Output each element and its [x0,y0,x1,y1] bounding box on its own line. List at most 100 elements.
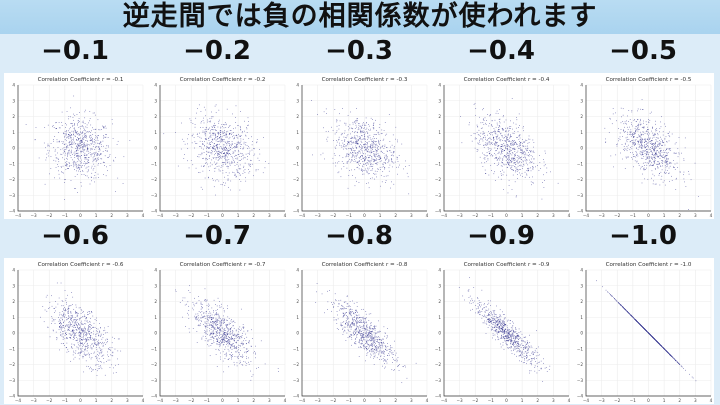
y-tick-label: 3 [580,98,583,103]
correlation-label: −0.9 [467,221,535,251]
title-banner: 逆走間では負の相関係数が使われます [0,0,720,34]
chart-title: Correlation Coefficient r = -0.8 [322,262,408,268]
x-tick-label: 0 [647,213,650,218]
y-tick-label: 3 [12,283,15,288]
y-tick-label: 1 [438,130,441,135]
y-tick-label: 3 [580,283,583,288]
x-tick-label: 2 [110,398,113,403]
scatter-points [596,280,697,382]
x-tick-label: −2 [188,398,195,403]
y-tick-label: 0 [12,331,15,336]
chart-title: Correlation Coefficient r = -0.4 [464,77,550,83]
y-tick-label: −3 [9,193,16,198]
x-tick-label: −3 [31,213,38,218]
x-tick-label: 1 [521,398,524,403]
y-tick-label: −3 [151,378,158,383]
x-tick-label: 3 [126,213,129,218]
x-tick-label: 2 [252,398,255,403]
chart-title: Correlation Coefficient r = -0.3 [322,77,408,83]
x-tick-label: 2 [536,213,539,218]
scatter-plot-panel: Correlation Coefficient r = -1.0 −4 −3 −2 −1… [572,258,714,404]
y-tick-label: −1 [151,346,158,351]
x-tick-label: 4 [284,213,287,218]
y-tick-label: −3 [435,378,442,383]
y-tick-label: 4 [438,268,441,273]
y-tick-label: −4 [151,209,158,214]
x-tick-label: −1 [346,398,353,403]
x-tick-label: −1 [346,213,353,218]
x-tick-label: 4 [426,213,429,218]
scatter-plot-panel: Correlation Coefficient r = -0.5 −4 −3 −2 −1… [572,73,714,219]
y-tick-label: −2 [435,177,442,182]
y-tick-label: 2 [12,114,15,119]
x-tick-label: −4 [441,398,448,403]
axes [17,85,143,212]
x-tick-label: −3 [457,398,464,403]
x-tick-label: 0 [221,213,224,218]
x-tick-label: 0 [505,213,508,218]
y-tick-label: 0 [580,331,583,336]
correlation-label: −1.0 [609,221,677,251]
axes [159,270,285,397]
y-tick-label: 4 [438,83,441,88]
y-tick-label: −1 [435,161,442,166]
x-tick-label: 2 [394,398,397,403]
x-tick-label: 4 [142,398,145,403]
x-tick-label: −4 [583,213,590,218]
x-tick-label: 3 [694,213,697,218]
correlation-label: −0.5 [609,36,677,66]
x-tick-label: 1 [95,398,98,403]
x-tick-label: 2 [678,398,681,403]
y-tick-label: −3 [293,193,300,198]
x-tick-label: 3 [694,398,697,403]
axes [301,270,427,397]
y-tick-label: −3 [151,193,158,198]
y-tick-label: 3 [12,98,15,103]
x-tick-label: 0 [79,213,82,218]
x-tick-label: −4 [157,213,164,218]
y-tick-label: 0 [154,146,157,151]
scatter-plot-panel: Correlation Coefficient r = -0.2 −4 −3 −2 −1… [146,73,288,219]
y-tick-label: −4 [9,394,16,399]
x-tick-label: −2 [46,398,53,403]
y-tick-label: 3 [154,98,157,103]
x-tick-label: −3 [173,398,180,403]
x-tick-label: −1 [488,398,495,403]
y-tick-label: −2 [293,362,300,367]
y-tick-label: 0 [296,331,299,336]
x-tick-label: 2 [536,398,539,403]
x-tick-label: 4 [568,213,571,218]
chart-title: Correlation Coefficient r = -0.7 [180,262,266,268]
correlation-label: −0.2 [183,36,251,66]
y-tick-label: 3 [154,283,157,288]
scatter-plot-panel: Correlation Coefficient r = -0.8 −4 −3 −2 −1… [288,258,430,404]
y-tick-label: 0 [438,331,441,336]
y-tick-label: −2 [577,177,584,182]
x-tick-label: −2 [614,213,621,218]
scatter-plot-panel: Correlation Coefficient r = -0.7 −4 −3 −2 −1… [146,258,288,404]
x-tick-label: −1 [630,398,637,403]
x-tick-label: −4 [299,213,306,218]
y-tick-label: 2 [154,299,157,304]
x-tick-label: −2 [472,213,479,218]
y-tick-label: 4 [154,83,157,88]
y-tick-label: 3 [438,283,441,288]
y-tick-label: 4 [580,268,583,273]
x-tick-label: −4 [15,213,22,218]
x-tick-label: −2 [330,398,337,403]
scatter-points [311,100,410,195]
y-tick-label: 2 [296,299,299,304]
y-tick-label: 1 [580,315,583,320]
x-tick-label: 0 [221,398,224,403]
correlation-label: −0.7 [183,221,251,251]
y-tick-label: −1 [435,346,442,351]
x-tick-label: 2 [678,213,681,218]
y-tick-label: −1 [151,161,158,166]
y-tick-label: −1 [293,161,300,166]
x-tick-label: −3 [599,213,606,218]
y-tick-label: −4 [435,394,442,399]
x-tick-label: −1 [204,213,211,218]
y-tick-label: 2 [438,299,441,304]
y-tick-label: −2 [9,177,16,182]
x-tick-label: 4 [142,213,145,218]
